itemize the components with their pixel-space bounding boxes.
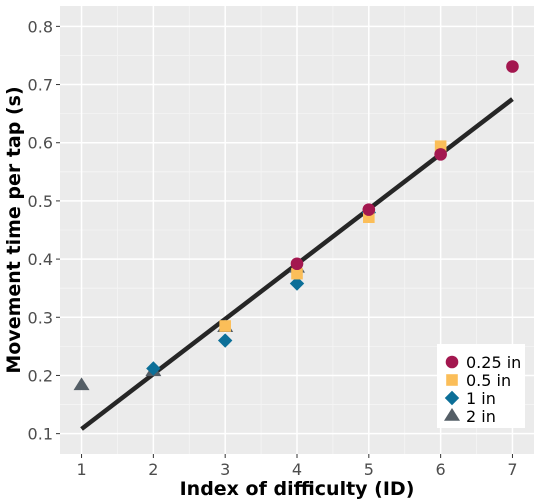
point-square <box>363 211 375 223</box>
legend-label: 2 in <box>466 407 496 426</box>
point-circle <box>506 60 519 73</box>
y-tick-label: 0.1 <box>28 425 53 444</box>
y-tick-label: 0.6 <box>28 134 53 153</box>
x-tick-label: 3 <box>220 460 230 479</box>
point-triangle <box>73 377 90 391</box>
x-axis-ticks: 1 2 3 4 5 6 7 <box>76 454 518 479</box>
x-axis-title: Index of difficulty (ID) <box>180 478 415 500</box>
x-tick-label: 2 <box>148 460 158 479</box>
y-tick-label: 0.2 <box>28 366 53 385</box>
legend-label: 0.25 in <box>466 353 521 372</box>
point-square <box>291 267 303 280</box>
y-tick-label: 0.8 <box>28 17 53 36</box>
y-tick-label: 0.3 <box>28 308 53 327</box>
y-tick-label: 0.5 <box>28 192 53 211</box>
y-axis-ticks: 0.1 0.2 0.3 0.4 0.5 0.6 0.7 0.8 <box>28 17 60 444</box>
legend-label: 1 in <box>466 389 496 408</box>
legend-key-square <box>446 374 458 386</box>
legend-label: 0.5 in <box>466 371 511 390</box>
x-tick-label: 5 <box>364 460 374 479</box>
legend-key-diamond <box>444 390 460 406</box>
y-tick-label: 0.7 <box>28 76 53 95</box>
legend: 0.25 in0.5 in1 in2 in <box>437 344 525 428</box>
point-circle <box>362 203 376 216</box>
point-square <box>434 140 447 153</box>
x-tick-label: 6 <box>436 460 446 479</box>
x-tick-label: 1 <box>76 460 86 479</box>
point-circle <box>290 257 304 271</box>
y-axis-title: Movement time per tap (s) <box>3 86 25 373</box>
x-tick-label: 4 <box>292 460 302 479</box>
point-diamond <box>146 361 161 376</box>
x-tick-label: 7 <box>507 460 517 479</box>
data-points <box>73 60 519 391</box>
legend-key-circle <box>445 355 459 369</box>
legend-key-triangle <box>444 408 460 421</box>
point-diamond <box>289 276 305 291</box>
point-circle <box>434 148 447 161</box>
point-square <box>219 320 231 332</box>
y-tick-label: 0.4 <box>28 250 53 269</box>
point-diamond <box>217 333 233 348</box>
